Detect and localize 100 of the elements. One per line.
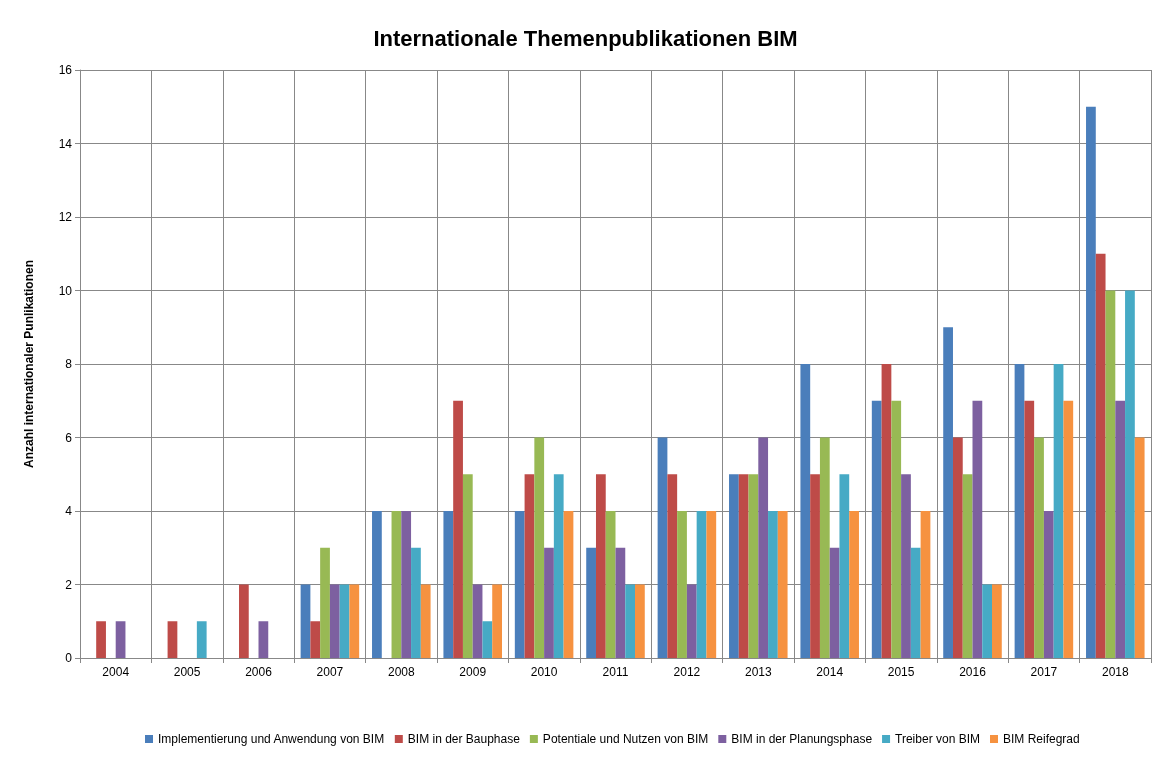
bar — [595, 474, 606, 658]
bar — [167, 621, 178, 658]
bar — [586, 547, 596, 658]
bar — [677, 511, 687, 658]
bar — [196, 621, 207, 658]
bar — [553, 474, 564, 658]
bar — [420, 584, 431, 658]
bar — [563, 511, 574, 658]
bar — [748, 474, 759, 658]
bar — [482, 621, 493, 658]
bar — [706, 511, 717, 658]
x-tick-label: 2013 — [744, 665, 772, 679]
bar — [544, 547, 554, 658]
bar — [443, 511, 454, 658]
bar — [1063, 400, 1074, 658]
bar — [401, 511, 412, 658]
bar — [982, 584, 993, 658]
bar — [1086, 106, 1096, 658]
bar — [657, 437, 668, 658]
legend-label: BIM in der Planungsphase — [731, 732, 873, 746]
y-tick-label: 8 — [65, 357, 73, 371]
legend-label: BIM Reifegrad — [1002, 732, 1080, 746]
bar — [310, 621, 321, 658]
bar — [258, 621, 269, 658]
bar — [768, 511, 778, 658]
x-tick-label: 2011 — [602, 665, 629, 679]
bar — [605, 511, 616, 658]
bar — [943, 327, 953, 658]
bar — [819, 437, 830, 658]
bar — [1105, 290, 1116, 658]
bar — [800, 364, 811, 658]
bar — [1043, 511, 1054, 658]
bar — [829, 547, 840, 658]
bar — [962, 474, 973, 658]
x-tick-label: 2017 — [1030, 665, 1058, 679]
x-tick-label: 2006 — [245, 665, 273, 679]
bar — [472, 584, 483, 658]
bar — [372, 511, 382, 658]
bar — [758, 437, 769, 658]
bar — [871, 400, 882, 658]
bar — [910, 547, 921, 658]
bar — [738, 474, 749, 658]
bar — [686, 584, 697, 658]
x-tick-label: 2016 — [959, 665, 987, 679]
bar — [777, 511, 788, 658]
bar — [462, 474, 473, 658]
y-tick-label: 6 — [65, 430, 73, 445]
x-tick-label: 2004 — [102, 665, 130, 679]
bar — [891, 400, 902, 658]
y-tick-label: 12 — [58, 210, 73, 224]
x-tick-label: 2012 — [673, 665, 701, 679]
bar — [1115, 400, 1126, 658]
bar — [839, 474, 850, 658]
bar — [1134, 437, 1145, 658]
x-tick-label: 2007 — [316, 665, 344, 679]
y-tick-label: 4 — [65, 504, 73, 518]
bar — [339, 584, 350, 658]
bar — [625, 584, 636, 658]
bar — [901, 474, 911, 658]
x-tick-label: 2008 — [387, 665, 415, 679]
bar — [615, 547, 626, 658]
bar — [115, 621, 126, 658]
bar — [1034, 437, 1044, 658]
bar — [992, 584, 1002, 658]
x-tick-label: 2015 — [887, 665, 915, 679]
bar — [349, 584, 360, 658]
bar — [524, 474, 535, 658]
bar — [411, 547, 421, 658]
bar — [1024, 400, 1035, 658]
bar — [492, 584, 502, 658]
x-tick-label: 2009 — [459, 665, 487, 679]
legend-label: Implementierung und Anwendung von BIM — [158, 732, 385, 746]
chart-title: Internationale Themenpublikationen BIM — [373, 25, 798, 51]
bar — [391, 511, 402, 658]
bar — [1053, 364, 1064, 658]
legend-label: Treiber von BIM — [895, 732, 980, 746]
y-tick-label: 16 — [58, 63, 73, 77]
bar — [320, 547, 330, 658]
y-tick-label: 2 — [65, 577, 73, 592]
legend-label: BIM in der Bauphase — [407, 732, 521, 746]
bar — [514, 511, 525, 658]
bar — [635, 584, 645, 658]
y-tick-label: 14 — [58, 136, 73, 151]
x-tick-label: 2010 — [530, 665, 558, 679]
bar — [920, 511, 931, 658]
bar — [1014, 364, 1025, 658]
bar — [238, 584, 249, 658]
bar — [696, 511, 707, 658]
bar — [667, 474, 678, 658]
bar — [329, 584, 340, 658]
x-tick-label: 2005 — [173, 665, 201, 679]
y-tick-label: 0 — [65, 651, 73, 665]
bar — [1095, 253, 1106, 658]
x-tick-label: 2014 — [816, 665, 844, 679]
legend-label: Potentiale und Nutzen von BIM — [542, 732, 709, 746]
bar — [534, 437, 545, 658]
y-axis-title: Anzahl internationaler Punlikationen — [22, 259, 36, 469]
bar — [96, 621, 106, 658]
bar — [972, 400, 983, 658]
bar — [952, 437, 963, 658]
